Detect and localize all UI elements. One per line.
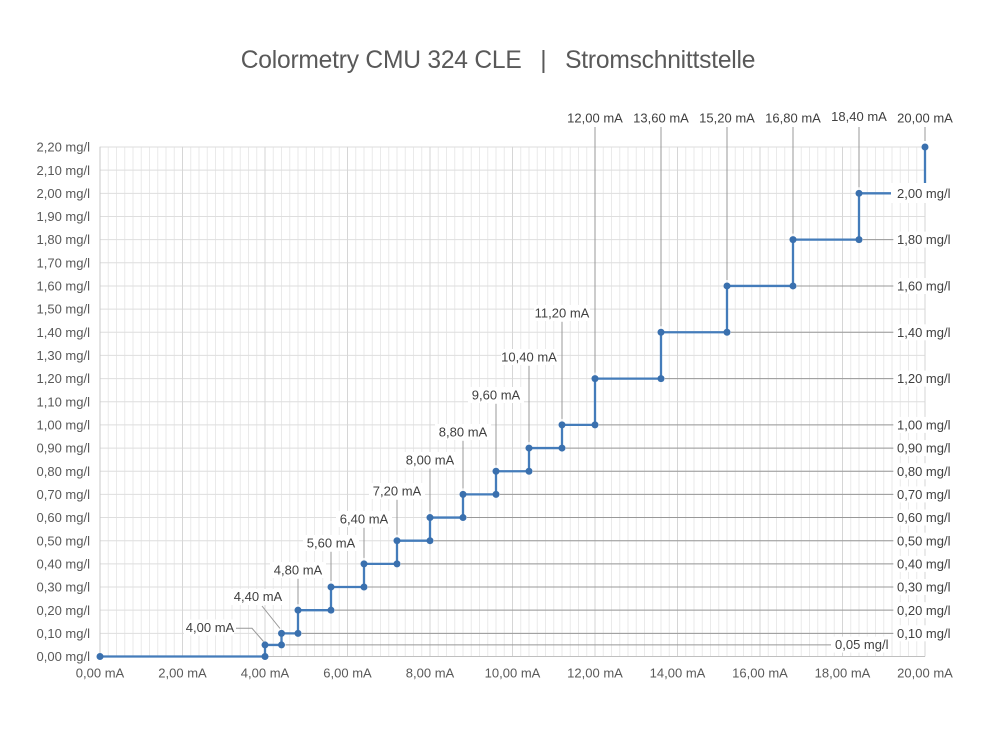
svg-text:Colormetry CMU 324 CLE | Str: Colormetry CMU 324 CLE | Stromschnittste… bbox=[241, 47, 755, 74]
svg-text:10,00 mA: 10,00 mA bbox=[485, 665, 541, 680]
svg-text:1,30 mg/l: 1,30 mg/l bbox=[37, 348, 91, 363]
svg-text:1,50 mg/l: 1,50 mg/l bbox=[37, 302, 91, 317]
svg-text:4,80 mA: 4,80 mA bbox=[274, 563, 323, 578]
svg-text:2,10 mg/l: 2,10 mg/l bbox=[37, 163, 91, 178]
svg-text:2,00 mg/l: 2,00 mg/l bbox=[37, 186, 91, 201]
svg-text:1,00 mg/l: 1,00 mg/l bbox=[37, 418, 91, 433]
svg-text:11,20 mA: 11,20 mA bbox=[535, 306, 590, 321]
svg-text:18,40 mA: 18,40 mA bbox=[831, 109, 887, 124]
svg-text:0,00 mg/l: 0,00 mg/l bbox=[37, 649, 91, 664]
svg-text:15,20 mA: 15,20 mA bbox=[699, 111, 755, 126]
svg-text:6,40 mA: 6,40 mA bbox=[340, 512, 389, 527]
svg-text:0,10 mg/l: 0,10 mg/l bbox=[897, 626, 951, 641]
svg-text:2,00 mg/l: 2,00 mg/l bbox=[897, 186, 951, 201]
svg-text:0,05 mg/l: 0,05 mg/l bbox=[835, 637, 889, 652]
svg-text:12,00 mA: 12,00 mA bbox=[567, 111, 623, 126]
svg-text:8,80 mA: 8,80 mA bbox=[439, 425, 488, 440]
svg-text:0,40 mg/l: 0,40 mg/l bbox=[37, 556, 91, 571]
svg-text:20,00 mA: 20,00 mA bbox=[897, 111, 953, 126]
svg-text:1,60 mg/l: 1,60 mg/l bbox=[897, 279, 951, 294]
svg-text:8,00 mA: 8,00 mA bbox=[406, 665, 455, 680]
svg-text:16,00 mA: 16,00 mA bbox=[732, 665, 788, 680]
svg-text:6,00 mA: 6,00 mA bbox=[323, 665, 372, 680]
svg-text:9,60 mA: 9,60 mA bbox=[472, 388, 521, 403]
svg-text:5,60 mA: 5,60 mA bbox=[307, 536, 356, 551]
svg-text:4,40 mA: 4,40 mA bbox=[234, 589, 283, 604]
svg-text:7,20 mA: 7,20 mA bbox=[373, 484, 422, 499]
svg-text:0,50 mg/l: 0,50 mg/l bbox=[897, 533, 951, 548]
svg-text:1,40 mg/l: 1,40 mg/l bbox=[897, 325, 951, 340]
svg-text:0,10 mg/l: 0,10 mg/l bbox=[37, 626, 91, 641]
svg-text:1,20 mg/l: 1,20 mg/l bbox=[37, 371, 91, 386]
svg-text:1,20 mg/l: 1,20 mg/l bbox=[897, 371, 951, 386]
svg-text:4,00 mA: 4,00 mA bbox=[241, 665, 290, 680]
svg-text:1,70 mg/l: 1,70 mg/l bbox=[37, 255, 91, 270]
svg-text:16,80 mA: 16,80 mA bbox=[765, 111, 821, 126]
svg-text:14,00 mA: 14,00 mA bbox=[650, 665, 706, 680]
svg-text:1,80 mg/l: 1,80 mg/l bbox=[897, 232, 951, 247]
svg-text:12,00 mA: 12,00 mA bbox=[567, 665, 623, 680]
svg-text:0,60 mg/l: 0,60 mg/l bbox=[37, 510, 91, 525]
svg-text:18,00 mA: 18,00 mA bbox=[815, 665, 871, 680]
svg-text:20,00 mA: 20,00 mA bbox=[897, 665, 953, 680]
svg-text:0,60 mg/l: 0,60 mg/l bbox=[897, 510, 951, 525]
svg-text:4,00 mA: 4,00 mA bbox=[186, 620, 235, 635]
svg-text:1,90 mg/l: 1,90 mg/l bbox=[37, 209, 91, 224]
svg-text:2,20 mg/l: 2,20 mg/l bbox=[37, 140, 91, 155]
svg-text:0,70 mg/l: 0,70 mg/l bbox=[897, 487, 951, 502]
svg-text:0,70 mg/l: 0,70 mg/l bbox=[37, 487, 91, 502]
svg-text:0,90 mg/l: 0,90 mg/l bbox=[37, 441, 91, 456]
svg-text:0,00 mA: 0,00 mA bbox=[76, 665, 125, 680]
svg-text:1,80 mg/l: 1,80 mg/l bbox=[37, 232, 91, 247]
svg-text:10,40 mA: 10,40 mA bbox=[501, 350, 557, 365]
svg-text:1,40 mg/l: 1,40 mg/l bbox=[37, 325, 91, 340]
svg-text:0,30 mg/l: 0,30 mg/l bbox=[897, 580, 951, 595]
svg-text:0,90 mg/l: 0,90 mg/l bbox=[897, 441, 951, 456]
svg-text:1,10 mg/l: 1,10 mg/l bbox=[37, 394, 91, 409]
svg-text:0,50 mg/l: 0,50 mg/l bbox=[37, 533, 91, 548]
svg-text:0,40 mg/l: 0,40 mg/l bbox=[897, 556, 951, 571]
svg-text:1,00 mg/l: 1,00 mg/l bbox=[897, 418, 951, 433]
svg-text:13,60 mA: 13,60 mA bbox=[633, 111, 689, 126]
svg-text:0,80 mg/l: 0,80 mg/l bbox=[37, 464, 91, 479]
svg-text:2,00 mA: 2,00 mA bbox=[158, 665, 207, 680]
svg-text:0,20 mg/l: 0,20 mg/l bbox=[37, 603, 91, 618]
svg-text:0,20 mg/l: 0,20 mg/l bbox=[897, 603, 951, 618]
svg-text:8,00 mA: 8,00 mA bbox=[406, 453, 455, 468]
svg-text:0,30 mg/l: 0,30 mg/l bbox=[37, 580, 91, 595]
svg-text:0,80 mg/l: 0,80 mg/l bbox=[897, 464, 951, 479]
svg-text:1,60 mg/l: 1,60 mg/l bbox=[37, 279, 91, 294]
